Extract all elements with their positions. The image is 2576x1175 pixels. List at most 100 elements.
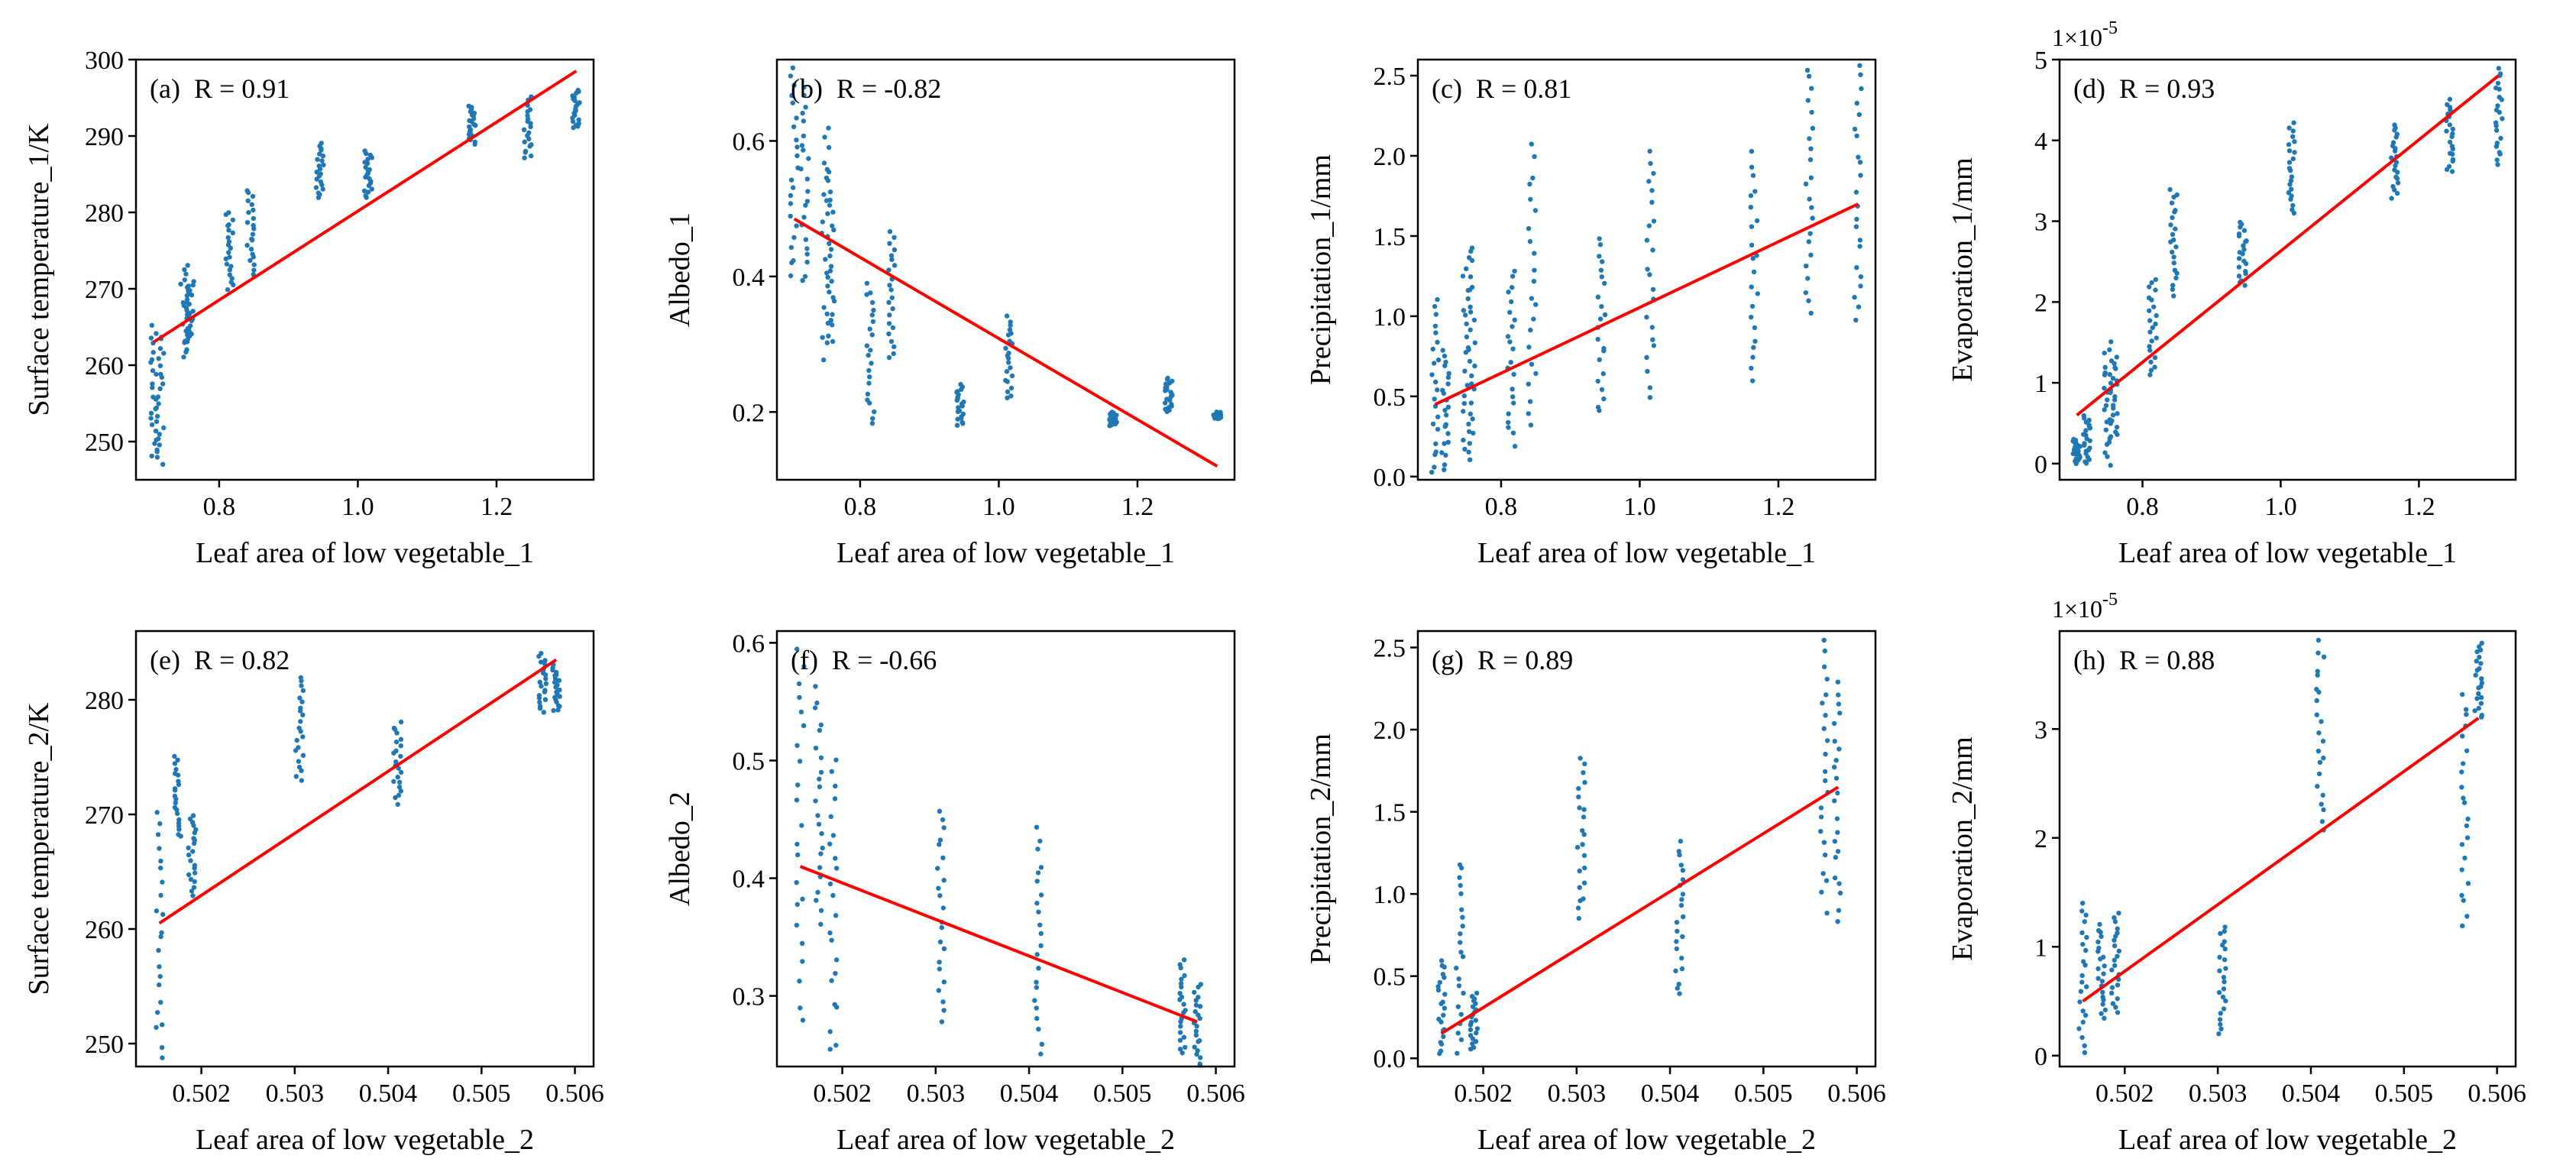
data-point [229,276,235,281]
data-point [2220,994,2226,1000]
data-point [1676,849,1681,854]
data-point [227,254,232,260]
data-point [2112,919,2118,924]
data-point [157,346,163,351]
data-point [1575,905,1581,911]
data-point [251,207,256,213]
data-point [1468,400,1474,406]
data-point [2154,335,2159,341]
data-point [1007,327,1013,332]
data-point [2395,190,2400,196]
plot-frame [1416,58,1877,481]
data-point [1170,378,1175,384]
data-point [523,148,529,154]
x-tick-label: 0.503 [2189,1080,2248,1108]
data-point [2221,986,2227,992]
data-point [1508,360,1513,365]
data-point [525,113,530,118]
data-point [833,1042,839,1048]
data-point [2479,640,2484,646]
data-point [1824,738,1830,743]
data-point [2241,243,2246,248]
data-point [539,684,544,689]
data-point [157,846,162,851]
data-point [1808,146,1814,151]
data-point [1581,880,1587,885]
data-point [829,769,835,775]
data-point [2317,759,2323,765]
data-point [794,743,800,748]
data-point [2171,254,2176,260]
data-point [1163,400,1168,406]
data-point [2153,287,2158,293]
data-point [2394,131,2400,137]
data-point [2083,428,2089,433]
data-point [2116,911,2121,916]
data-point [248,257,253,264]
data-point [251,215,256,222]
data-point [148,335,154,341]
data-point [1192,1044,1197,1050]
regression-line [793,217,1218,468]
data-point [2102,370,2108,376]
panel-letter: (b) [791,73,823,104]
data-point [1529,141,1534,147]
data-point [1835,790,1840,796]
data-point [825,283,830,289]
data-point [2497,71,2503,76]
plot-frame [134,58,595,481]
data-point [1178,981,1184,986]
data-point [887,241,892,246]
data-point [2459,785,2464,790]
data-point [300,734,306,740]
data-point [155,1010,160,1015]
data-point [830,223,835,228]
data-point [803,202,808,208]
data-point [362,148,367,154]
data-point [2315,637,2322,643]
data-point [833,957,840,963]
x-tick-label: 1.0 [982,493,1015,521]
data-point [1461,393,1468,399]
data-point [1004,313,1010,319]
data-point [537,679,542,685]
data-point [1835,679,1840,685]
data-point [541,710,546,715]
data-point [1824,692,1829,698]
data-point [1510,285,1515,290]
data-point [1461,437,1466,443]
data-point [799,940,805,947]
scatter-points [794,646,1204,1068]
data-point [1837,711,1843,716]
data-point [794,922,800,928]
data-point [794,144,800,150]
data-point [1853,317,1859,323]
data-point [2459,769,2464,775]
data-point [1532,267,1537,273]
data-point [799,823,804,828]
data-point [886,267,892,273]
data-point [2112,943,2118,949]
data-point [1852,294,1857,300]
panel-letter: (c) [1432,73,1462,104]
data-point [2082,1012,2089,1018]
data-point [2236,256,2242,261]
data-point [1462,368,1468,374]
data-point [2464,712,2469,717]
data-point [1805,98,1811,103]
y-tick-label: 0.6 [733,630,765,658]
data-point [160,1022,165,1028]
data-point [2084,984,2089,989]
data-point [2095,927,2102,934]
data-point [1445,431,1451,436]
data-point [1577,885,1582,890]
data-point [892,263,898,268]
data-point [937,966,943,972]
data-point [2236,231,2242,237]
data-point [2447,151,2453,156]
data-point [1597,357,1602,362]
data-point [2095,939,2101,945]
data-point [1506,411,1511,416]
data-point [1602,280,1607,286]
data-point [1597,236,1602,241]
